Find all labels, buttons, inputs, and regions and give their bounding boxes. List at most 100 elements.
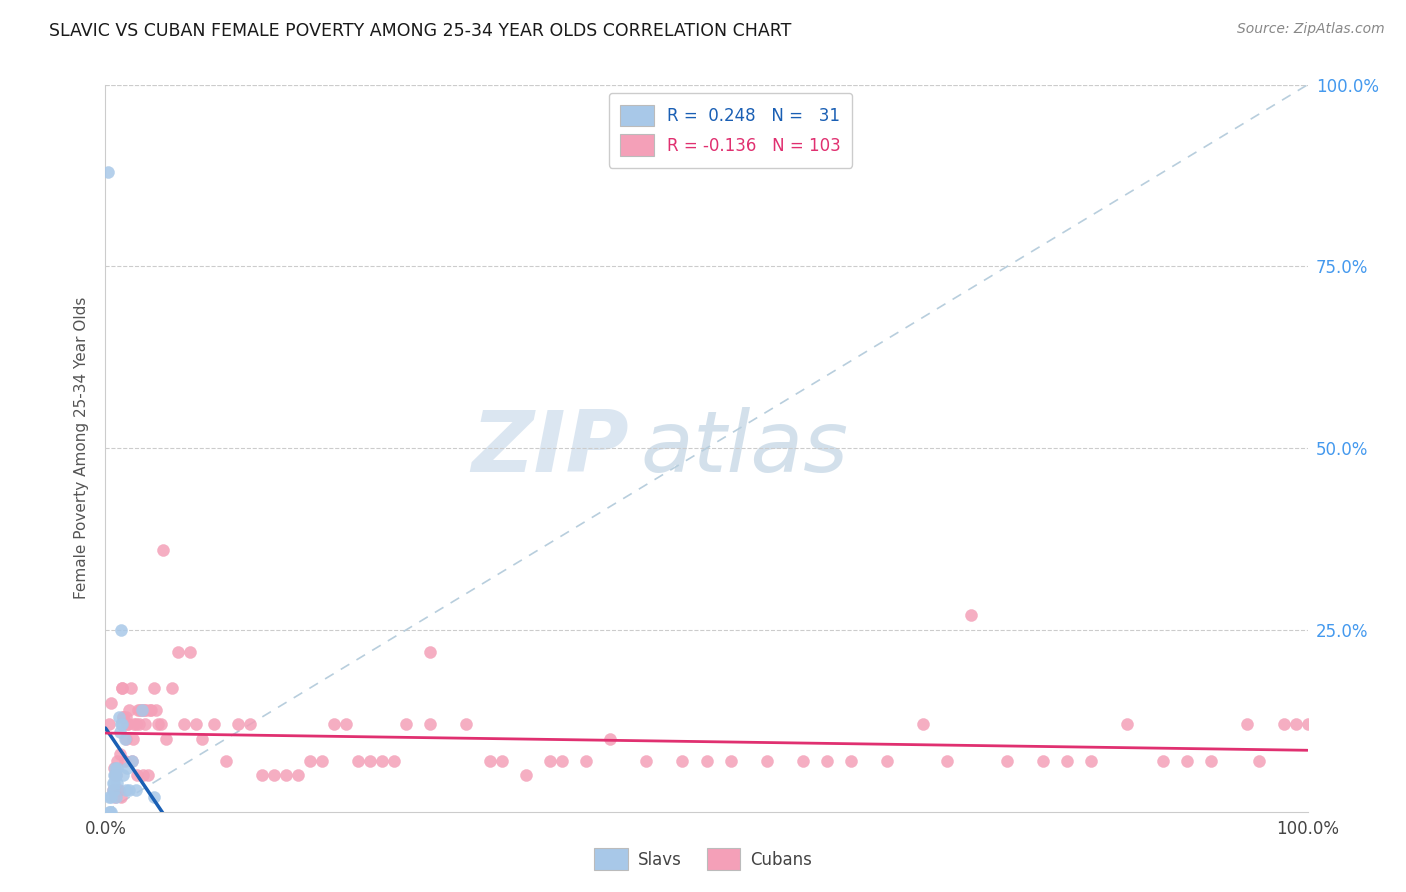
Point [599, 731, 621, 746]
Point [103, 775, 125, 789]
Point [876, 754, 898, 768]
Point [115, 717, 138, 731]
Point [454, 717, 477, 731]
Legend: Slavs, Cubans: Slavs, Cubans [588, 842, 818, 877]
Point [419, 717, 441, 731]
Point [173, 717, 195, 731]
Point [322, 717, 344, 731]
Point [335, 717, 357, 731]
Point [124, 783, 146, 797]
Point [104, 790, 127, 805]
Point [1236, 717, 1258, 731]
Point [1201, 754, 1223, 768]
Point [671, 754, 693, 768]
Point [538, 754, 561, 768]
Point [250, 768, 273, 782]
Point [98, 805, 121, 819]
Legend: R =  0.248   N =   31, R = -0.136   N = 103: R = 0.248 N = 31, R = -0.136 N = 103 [609, 93, 852, 168]
Point [382, 754, 405, 768]
Point [103, 761, 125, 775]
Point [551, 754, 574, 768]
Point [142, 681, 165, 695]
Point [395, 717, 418, 731]
Point [107, 761, 129, 775]
Point [124, 717, 146, 731]
Point [101, 775, 124, 789]
Point [1080, 754, 1102, 768]
Text: atlas: atlas [640, 407, 848, 490]
Point [111, 717, 134, 731]
Point [575, 754, 598, 768]
Point [131, 703, 153, 717]
Point [995, 754, 1018, 768]
Point [117, 717, 139, 731]
Point [104, 768, 127, 782]
Point [105, 768, 128, 782]
Point [112, 710, 135, 724]
Point [114, 754, 136, 768]
Point [112, 768, 135, 782]
Point [311, 754, 333, 768]
Point [135, 703, 157, 717]
Point [124, 717, 146, 731]
Point [239, 717, 262, 731]
Y-axis label: Female Poverty Among 25-34 Year Olds: Female Poverty Among 25-34 Year Olds [75, 297, 90, 599]
Point [1296, 717, 1319, 731]
Point [190, 731, 212, 746]
Point [107, 710, 129, 724]
Point [491, 754, 513, 768]
Point [226, 717, 249, 731]
Point [107, 754, 129, 768]
Point [110, 717, 132, 731]
Point [127, 703, 149, 717]
Point [121, 754, 143, 768]
Point [132, 703, 155, 717]
Point [1284, 717, 1306, 731]
Point [110, 790, 132, 805]
Point [100, 790, 122, 805]
Point [1116, 717, 1139, 731]
Point [1032, 754, 1054, 768]
Point [118, 703, 141, 717]
Point [134, 717, 156, 731]
Point [1272, 717, 1295, 731]
Point [148, 717, 170, 731]
Point [111, 681, 134, 695]
Point [115, 761, 138, 775]
Point [110, 623, 132, 637]
Point [371, 754, 394, 768]
Point [960, 608, 983, 623]
Point [118, 783, 141, 797]
Point [911, 717, 934, 731]
Point [166, 645, 188, 659]
Point [122, 731, 145, 746]
Point [115, 783, 138, 797]
Point [108, 724, 131, 739]
Point [142, 790, 165, 805]
Point [155, 731, 177, 746]
Point [139, 703, 162, 717]
Point [202, 717, 225, 731]
Point [136, 768, 159, 782]
Point [100, 696, 122, 710]
Point [98, 717, 121, 731]
Point [103, 783, 125, 797]
Point [347, 754, 370, 768]
Point [936, 754, 959, 768]
Point [101, 783, 124, 797]
Point [101, 783, 124, 797]
Point [755, 754, 778, 768]
Point [214, 754, 236, 768]
Point [274, 768, 297, 782]
Text: SLAVIC VS CUBAN FEMALE POVERTY AMONG 25-34 YEAR OLDS CORRELATION CHART: SLAVIC VS CUBAN FEMALE POVERTY AMONG 25-… [49, 22, 792, 40]
Text: Source: ZipAtlas.com: Source: ZipAtlas.com [1237, 22, 1385, 37]
Point [1249, 754, 1271, 768]
Point [145, 703, 167, 717]
Point [108, 747, 131, 761]
Point [184, 717, 207, 731]
Point [1175, 754, 1198, 768]
Point [792, 754, 814, 768]
Point [419, 645, 441, 659]
Point [121, 754, 143, 768]
Point [111, 681, 134, 695]
